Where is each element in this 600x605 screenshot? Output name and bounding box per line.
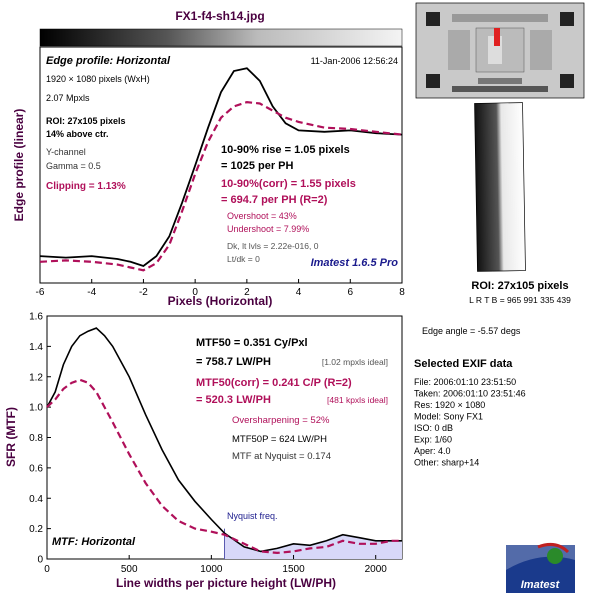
imatest-version: Imatest 1.6.5 Pro [311,257,399,269]
roi-crop-image [474,102,526,272]
nyquist-region [224,533,402,559]
roi-size: ROI: 27x105 pixels [46,116,126,126]
mtf-y-axis-label: SFR (MTF) [4,407,18,467]
rise-pixels: 10-90% rise = 1.05 pixels [221,144,350,156]
mtf50p: MTF50P = 624 LW/PH [232,434,327,445]
mtf-y-tick-label: 0.2 [29,524,43,535]
imatest-logo: Imatest [506,542,575,593]
mtf50-ideal: [1.02 mpxls ideal] [322,357,388,367]
edge-x-tick-label: 4 [296,287,302,298]
mtf50-lwph: = 758.7 LW/PH [196,356,271,368]
mtf50-corr-lwph: = 520.3 LW/PH [196,394,271,406]
channel: Y-channel [46,147,86,157]
mtf-y-tick-label: 1.2 [29,372,43,383]
timestamp: 11-Jan-2006 12:56:24 [311,56,398,66]
mtf-raw-line [46,327,402,553]
edge-x-tick-label: 6 [348,287,354,298]
exif-title: Selected EXIF data [414,358,513,370]
edge-panel-title: Edge profile: Horizontal [46,55,171,67]
exif-line: Aper: 4.0 [414,446,451,456]
exif-line: Taken: 2006:01:10 23:51:46 [414,389,526,399]
mtf-x-tick-label: 500 [121,564,138,575]
test-chart-thumbnail [415,2,585,99]
undershoot: Undershoot = 7.99% [227,224,309,234]
corr-rise-pixels: 10-90%(corr) = 1.55 pixels [221,178,356,190]
edge-x-tick-label: 0 [192,287,198,298]
edge-angle: Edge angle = -5.57 degs [422,326,521,336]
mtf-x-tick-label: 1500 [282,564,305,575]
roi-title: ROI: 27x105 pixels [471,280,568,292]
filename-title: FX1-f4-sh14.jpg [175,9,264,23]
mtf-y-tick-label: 1.4 [29,342,43,353]
edge-x-axis-label: Pixels (Horizontal) [168,294,273,308]
exif-line: Model: Sony FX1 [414,412,483,422]
logo-text: Imatest [521,579,561,591]
mtf-y-tick-label: 0.8 [29,433,43,444]
edge-x-tick-label: 2 [244,287,250,298]
mtf-x-tick-label: 0 [44,564,50,575]
corr-rise-per-ph: = 694.7 per PH (R=2) [221,194,328,206]
mtf-y-tick-label: 1.0 [29,403,43,414]
exif-line: ISO: 0 dB [414,423,453,433]
megapixels: 2.07 Mpxls [46,93,90,103]
exif-line: Exp: 1/60 [414,435,452,445]
edge-x-tick-label: -2 [139,287,148,298]
mtf-corrected-line [46,378,402,555]
light-dark-ratio: Lt/dk = 0 [227,254,260,264]
mtf-y-tick-label: 1.6 [29,312,43,323]
mtf-y-tick-label: 0.4 [29,494,43,505]
edge-gradient-strip [39,28,403,47]
edge-y-axis-label: Edge profile (linear) [12,109,26,222]
edge-plot-frame [39,46,403,284]
clipping: Clipping = 1.13% [46,181,126,192]
edge-profile-plot: -6 -4 -2 0 2 4 6 8 Edge profile: Horizontal 11-… [12,46,405,308]
mtf50-cycles: MTF50 = 0.351 Cy/Pxl [196,337,308,349]
mtf-at-nyquist: MTF at Nyquist = 0.174 [232,451,331,462]
mtf50-corr-ideal: [481 kpxls ideal] [327,395,388,405]
exif-list: File: 2006:01:10 23:51:50 Taken: 2006:01:… [414,377,526,468]
overshoot: Overshoot = 43% [227,211,297,221]
gamma: Gamma = 0.5 [46,161,101,171]
mtf-x-axis-label: Line widths per picture height (LW/PH) [116,576,336,590]
mtf-x-tick-label: 2000 [365,564,388,575]
roi-coordinates: L R T B = 965 991 335 439 [469,295,571,305]
oversharpening: Oversharpening = 52% [232,415,330,426]
rise-per-ph: = 1025 per PH [221,160,294,172]
nyquist-label: Nyquist freq. [227,511,278,521]
roi-location: 14% above ctr. [46,129,109,139]
mtf-plot: 0 500 1000 1500 2000 0 0.2 0.4 0.6 0.8 1.0 1.2 1.4 1.… [4,312,403,590]
edge-raw-line [39,67,403,268]
mtf-y-tick-label: 0 [37,555,43,566]
mtf-plot-frame [46,315,403,560]
mtf-y-tick-label: 0.6 [29,463,43,474]
edge-x-tick-label: -6 [36,287,45,298]
exif-line: Res: 1920 × 1080 [414,400,485,410]
edge-corrected-line [39,100,403,272]
mtf-panel-title: MTF: Horizontal [52,536,136,548]
edge-x-tick-label: 8 [399,287,405,298]
mtf50-corr-cycles: MTF50(corr) = 0.241 C/P (R=2) [196,377,352,389]
dark-light-levels: Dk, lt lvls = 2.22e-016, 0 [227,241,319,251]
mtf-x-tick-label: 1000 [200,564,223,575]
exif-line: Other: sharp+14 [414,458,479,468]
edge-x-tick-label: -4 [87,287,96,298]
exif-line: File: 2006:01:10 23:51:50 [414,377,516,387]
image-dimensions: 1920 × 1080 pixels (WxH) [46,74,150,84]
